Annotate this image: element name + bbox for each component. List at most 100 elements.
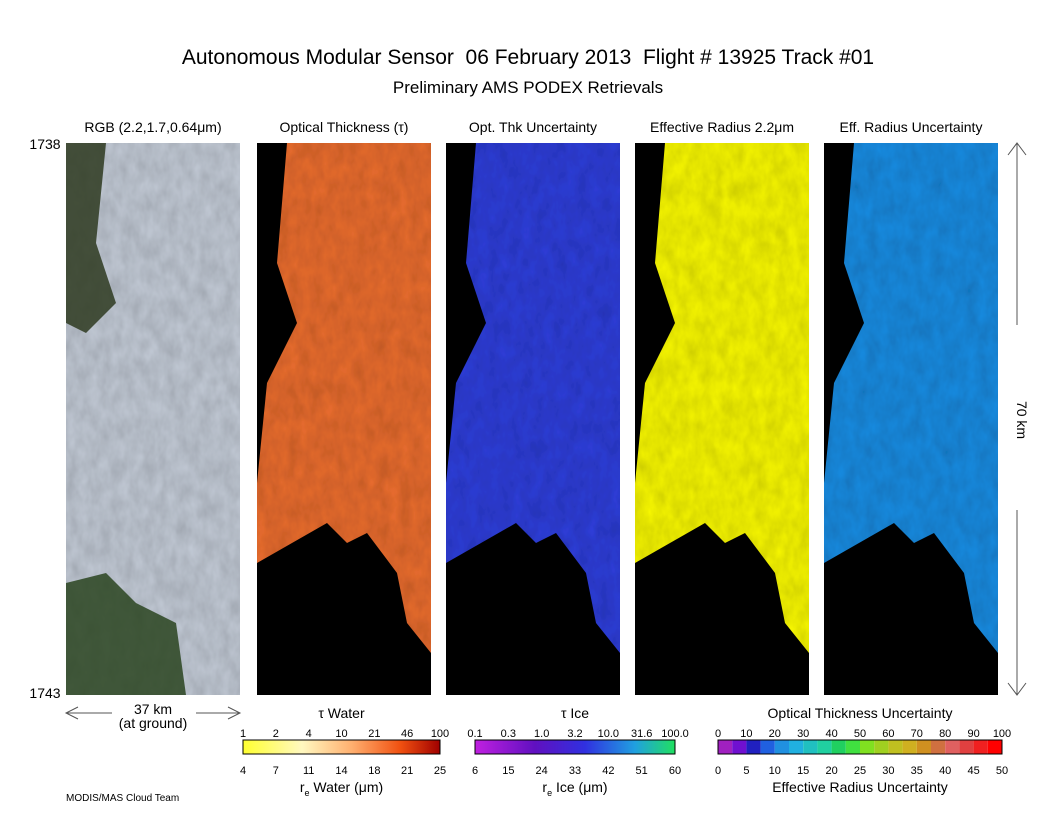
colorbar-cell — [973, 740, 988, 754]
colorbar-cell — [732, 740, 747, 754]
panel-image — [66, 143, 240, 695]
no-data — [824, 143, 864, 483]
colorbar-cell — [718, 740, 733, 754]
panel-title: Optical Thickness (τ) — [280, 119, 409, 135]
colorbar-bottom-tick: 11 — [303, 765, 314, 777]
colorbar-title: Optical Thickness Uncertainty — [768, 705, 953, 721]
colorbar-top-tick: 20 — [769, 728, 781, 740]
colorbar-cell — [902, 740, 917, 754]
colorbar-bottom-tick: 25 — [434, 765, 446, 777]
colorbar-top-tick: 46 — [401, 728, 413, 740]
colorbar-bottom-tick: 45 — [967, 765, 979, 777]
colorbar-bottom-tick: 4 — [240, 765, 246, 777]
colorbar-bottom-tick: 30 — [882, 765, 894, 777]
colorbar-top-tick: 90 — [967, 728, 979, 740]
colorbar-bottom-tick: 33 — [569, 765, 581, 777]
colorbar — [474, 739, 676, 755]
colorbar-bottom-tick: 6 — [472, 765, 478, 777]
colorbar-cell — [817, 740, 832, 754]
colorbar-top-tick: 1 — [240, 728, 246, 740]
panel-image — [824, 143, 998, 695]
land — [66, 143, 116, 333]
colorbar-cell — [959, 740, 974, 754]
colorbar-cell — [746, 740, 761, 754]
colorbar-bottom-tick: 50 — [996, 765, 1008, 777]
no-data — [257, 523, 431, 695]
panel-title: Effective Radius 2.2μm — [650, 119, 794, 135]
no-data — [257, 143, 297, 483]
credit: MODIS/MAS Cloud Team — [66, 793, 179, 804]
colorbar-top-tick: 70 — [911, 728, 923, 740]
no-data — [446, 523, 620, 695]
colorbar-cell — [831, 740, 846, 754]
colorbar-cell — [874, 740, 889, 754]
colorbar-title: τ Water — [318, 705, 365, 721]
time-start: 1738 — [29, 136, 60, 152]
colorbar-top-tick: 0.1 — [467, 728, 482, 740]
colorbar-top-tick: 1.0 — [534, 728, 549, 740]
colorbar-bottom-tick: 0 — [715, 765, 721, 777]
colorbar-top-tick: 100.0 — [661, 728, 689, 740]
panel-image — [635, 143, 809, 695]
colorbar-top-tick: 21 — [368, 728, 380, 740]
colorbar-bottom-tick: 15 — [797, 765, 809, 777]
panel-title: Eff. Radius Uncertainty — [840, 119, 983, 135]
colorbar-top-tick: 80 — [939, 728, 951, 740]
colorbar-bottom-tick: 25 — [854, 765, 866, 777]
no-data — [446, 143, 486, 483]
colorbar-bottom-tick: 7 — [273, 765, 279, 777]
colorbar-label: Effective Radius Uncertainty — [772, 779, 948, 795]
colorbar — [242, 739, 441, 755]
colorbar-top-tick: 10.0 — [598, 728, 619, 740]
colorbar-top-tick: 10 — [335, 728, 347, 740]
colorbar-label: re Ice (μm) — [542, 779, 607, 798]
colorbar-bottom-tick: 60 — [669, 765, 681, 777]
colorbar-top-tick: 100 — [993, 728, 1011, 740]
panel-title: Opt. Thk Uncertainty — [469, 119, 597, 135]
colorbar-bottom-tick: 51 — [636, 765, 648, 777]
label-symbol: r — [542, 779, 547, 795]
no-data — [635, 523, 809, 695]
panel-image — [257, 143, 431, 695]
colorbar-top-tick: 40 — [825, 728, 837, 740]
colorbar-frame — [717, 739, 1003, 755]
colorbar-bottom-tick: 24 — [536, 765, 548, 777]
colorbar-bottom-tick: 10 — [769, 765, 781, 777]
cross-track-label: 37 km — [134, 701, 172, 717]
no-data — [824, 523, 998, 695]
label-symbol: r — [300, 779, 305, 795]
cross-track-arrow — [64, 706, 242, 720]
cross-track-note: (at ground) — [119, 715, 187, 731]
colorbar-top-tick: 4 — [306, 728, 312, 740]
colorbar-cell — [945, 740, 960, 754]
colorbar-cell — [888, 740, 903, 754]
colorbar-bottom-tick: 15 — [502, 765, 514, 777]
colorbar-label: re Water (μm) — [300, 779, 383, 798]
colorbar-top-tick: 10 — [740, 728, 752, 740]
colorbar-cell — [774, 740, 789, 754]
title: Autonomous Modular Sensor 06 February 20… — [182, 46, 874, 69]
no-data — [635, 143, 675, 483]
colorbar-title: τ Ice — [561, 705, 589, 721]
colorbar-cell — [789, 740, 804, 754]
panel-title: RGB (2.2,1.7,0.64μm) — [84, 119, 221, 135]
colorbar-bottom-tick: 35 — [911, 765, 923, 777]
colorbar-top-tick: 30 — [797, 728, 809, 740]
colorbar-top-tick: 3.2 — [567, 728, 582, 740]
label-rest: Water (μm) — [310, 779, 384, 795]
colorbar-cell — [860, 740, 875, 754]
panel-image — [446, 143, 620, 695]
colorbar-bottom-tick: 21 — [401, 765, 413, 777]
colorbar-top-tick: 50 — [854, 728, 866, 740]
colorbar-cell — [916, 740, 931, 754]
label-subscript: e — [547, 788, 552, 798]
label-subscript: e — [305, 788, 310, 798]
label-rest: Ice (μm) — [552, 779, 608, 795]
time-end: 1743 — [29, 685, 60, 701]
colorbar-top-tick: 100 — [431, 728, 449, 740]
land — [66, 573, 186, 695]
colorbar-cell — [845, 740, 860, 754]
colorbar-bottom-tick: 18 — [368, 765, 380, 777]
colorbar-cell — [760, 740, 775, 754]
